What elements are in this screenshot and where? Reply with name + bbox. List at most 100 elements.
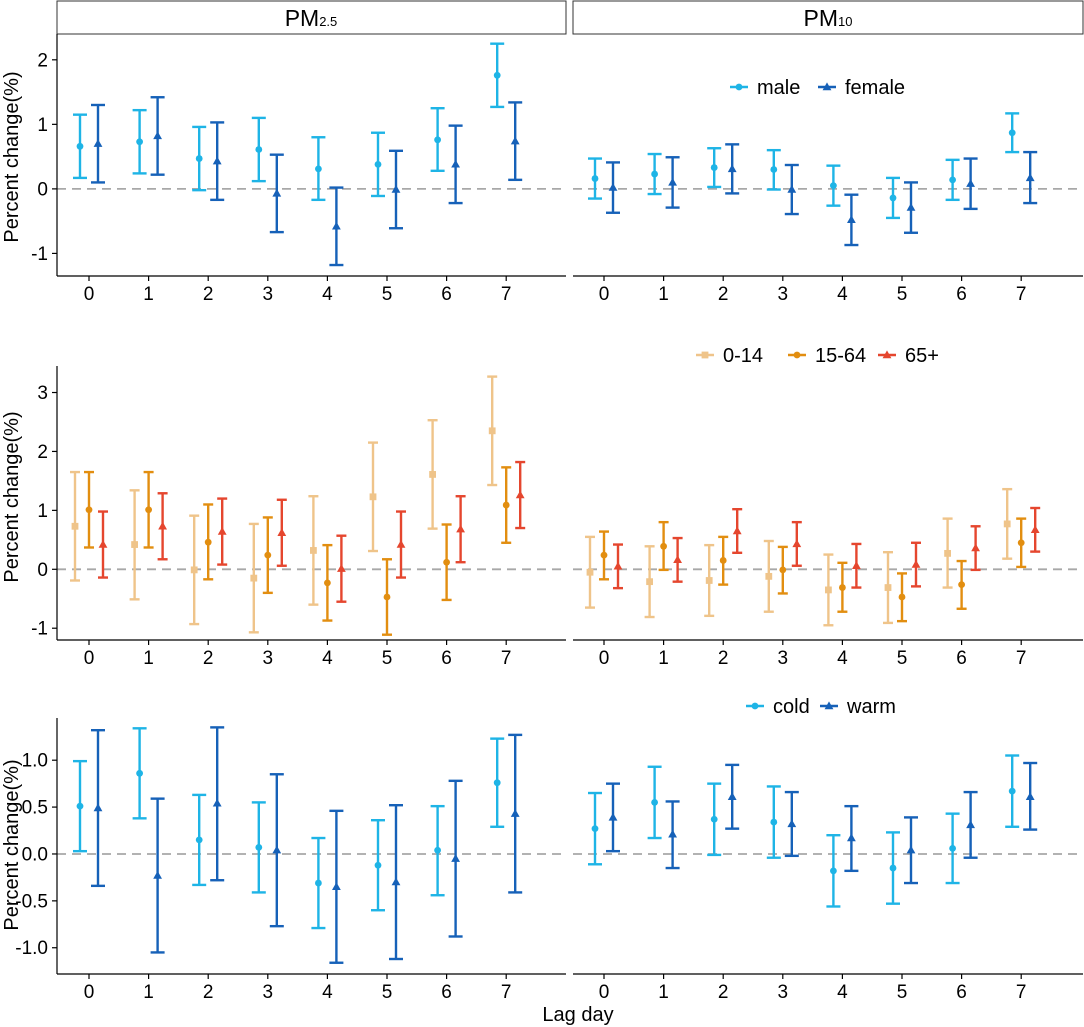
point-cold: [195, 836, 203, 844]
y-tick-label: 1: [37, 501, 48, 522]
legend-label-warm: warm: [846, 696, 896, 718]
strip-pm25: PM2.5: [56, 0, 567, 35]
x-tick-label: 3: [778, 982, 789, 1003]
panel-pm10-row-1: 0 1 2 3 4 5 6 7: [573, 112, 1083, 305]
y-tick-label: 2: [37, 442, 48, 463]
legend-key-0-14: [696, 351, 714, 359]
point-female: [787, 184, 797, 193]
x-tick-label: 2: [718, 648, 729, 669]
point-female: [668, 177, 677, 186]
point-male: [949, 176, 956, 184]
point-cold: [830, 867, 837, 875]
y-axis-title-season: Percent change(%): [1, 759, 23, 930]
legend-age: 0-14 15-64 65+: [696, 345, 939, 367]
point-65plus: [792, 539, 802, 548]
strip-pm10-box: [572, 0, 1084, 35]
legend-item-0-14: 0-14: [696, 345, 763, 367]
point-cold: [949, 844, 956, 852]
x-tick-label: 6: [441, 982, 452, 1003]
legend-key-cold: [746, 702, 764, 710]
point-warm: [212, 798, 222, 807]
point-15-64: [145, 506, 153, 514]
point-15-64: [1017, 539, 1025, 547]
legend-marker-warm: [824, 701, 834, 710]
x-tick-label: 4: [837, 982, 848, 1003]
point-0-14: [369, 493, 377, 501]
point-female: [510, 136, 520, 145]
point-male: [591, 175, 599, 182]
x-tick-label: 0: [599, 648, 610, 669]
point-15-64: [719, 557, 727, 564]
strip-pm10: PM10: [572, 0, 1084, 35]
strip-pm25-box: [56, 0, 567, 35]
x-tick-label: 1: [658, 648, 669, 669]
panel-pm25-row-3: -1.0 -0.5 0.0 0.5 1.0 0 1 2 3 4 5 6 7: [15, 718, 566, 1003]
x-tick-label: 4: [837, 648, 848, 669]
x-tick-label: 0: [599, 284, 610, 305]
x-axis-title: Lag day: [542, 1004, 613, 1026]
series-male: [73, 42, 505, 202]
y-tick-label: 3: [37, 383, 48, 404]
point-15-64: [85, 506, 93, 514]
point-warm: [93, 803, 103, 812]
x-tick-label: 6: [956, 284, 967, 305]
y-tick-label: -1: [31, 244, 48, 265]
y-tick-label: 1.0: [22, 751, 48, 772]
x-tick-label: 2: [718, 982, 729, 1003]
x-tick-label: 3: [778, 284, 789, 305]
x-tick-label: 1: [143, 982, 154, 1003]
point-65plus: [971, 543, 980, 552]
legend-item-cold: cold: [746, 696, 810, 718]
x-tick-label: 5: [897, 982, 908, 1003]
point-male: [255, 146, 263, 153]
legend-label-male: male: [757, 77, 800, 99]
point-cold: [889, 864, 897, 872]
panel-pm25-row-2: -1 0 1 2 3 0 1 2 3 4 5 6 7: [31, 366, 566, 669]
point-warm: [668, 829, 677, 838]
point-0-14: [825, 586, 832, 594]
legend-season: cold warm: [746, 696, 896, 718]
legend-key-female: [818, 82, 836, 91]
point-0-14: [429, 471, 436, 478]
point-female: [1025, 173, 1035, 182]
legend-marker-female: [822, 82, 832, 91]
point-male: [889, 194, 897, 202]
point-warm: [906, 845, 916, 854]
point-65plus: [732, 526, 742, 535]
x-tick-label: 2: [203, 982, 214, 1003]
x-tick-label: 5: [382, 648, 393, 669]
series-female: [606, 143, 1038, 247]
point-cold: [493, 779, 501, 787]
point-65plus: [613, 561, 623, 570]
y-tick-label: 2: [37, 50, 48, 71]
x-tick-label: 1: [143, 648, 154, 669]
point-warm: [1025, 792, 1035, 800]
point-15-64: [660, 542, 667, 550]
point-15-64: [839, 584, 846, 591]
point-warm: [153, 870, 162, 879]
point-female: [847, 215, 856, 224]
point-0-14: [190, 566, 198, 574]
point-15-64: [898, 593, 906, 601]
point-15-64: [502, 501, 510, 509]
x-tick-label: 3: [263, 284, 274, 305]
point-0-14: [646, 578, 653, 586]
point-female: [906, 202, 916, 211]
point-cold: [76, 802, 84, 810]
point-15-64: [204, 538, 212, 546]
strip-pm25-label: PM2.5: [285, 5, 338, 31]
point-15-64: [443, 558, 450, 566]
point-15-64: [958, 581, 965, 589]
point-0-14: [586, 568, 594, 576]
y-axis-title-age: Percent change(%): [1, 411, 23, 582]
point-warm: [608, 812, 618, 821]
point-0-14: [131, 541, 138, 548]
x-tick-label: 7: [501, 982, 512, 1003]
point-65plus: [396, 539, 406, 548]
point-warm: [391, 877, 401, 886]
point-warm: [727, 792, 737, 800]
x-tick-label: 7: [1016, 648, 1027, 669]
x-tick-label: 6: [956, 648, 967, 669]
legend-marker-cold: [751, 702, 759, 710]
x-tick-label: 7: [501, 284, 512, 305]
